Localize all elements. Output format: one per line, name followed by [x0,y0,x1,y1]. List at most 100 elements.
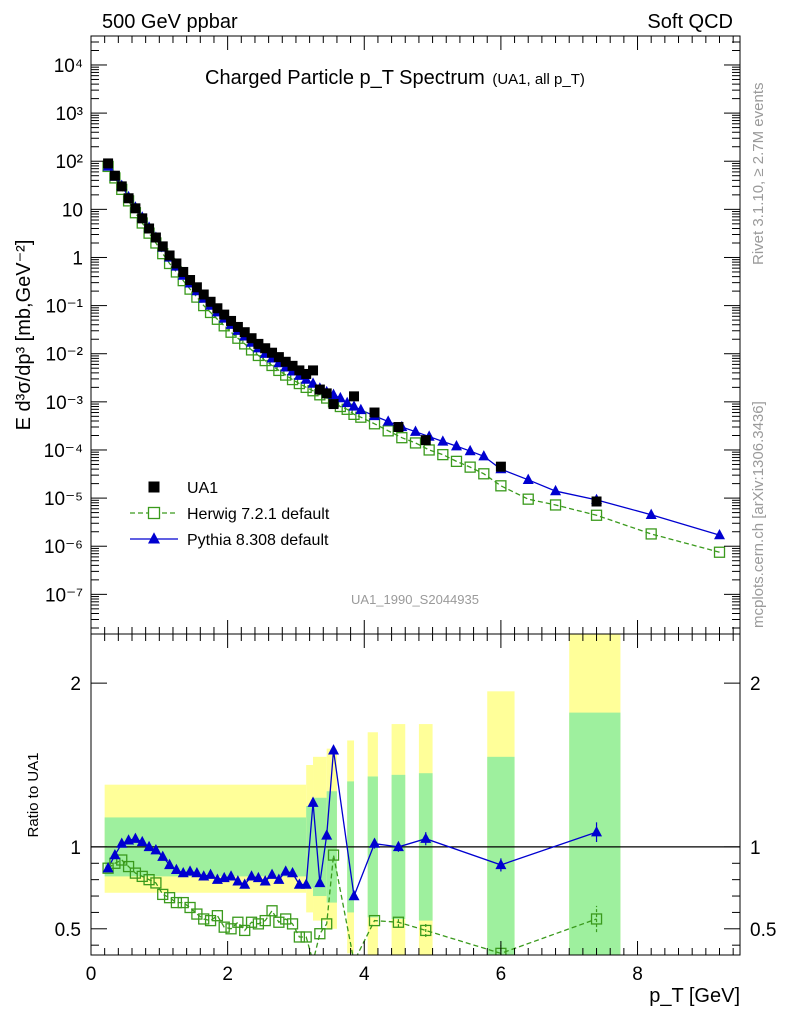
pythia-point [348,400,360,411]
herwig-point [396,432,408,444]
pythia-point [464,444,476,456]
ua1-point [308,365,319,376]
ua1-point [267,347,278,358]
pythia-ratio-point [420,832,432,843]
herwig-ratio-line [107,854,597,955]
pythia-point [355,403,367,415]
ua1-point [144,223,155,234]
herwig-point [590,509,603,521]
main-ylabel: E d³σ/dp³ [mb,GeV⁻²] [13,240,35,431]
ua1-point [273,352,284,363]
ua1-point [116,181,127,192]
legend-ua1-marker [148,481,160,493]
pythia-ratio-point [143,840,155,852]
herwig-ratio-point [273,916,285,928]
ratio-x-tick-label: 2 [222,964,233,985]
pythia-ratio-point [170,863,182,874]
pythia-ratio-point [495,858,507,870]
ratio-x-tick-label: 0 [86,964,97,985]
ua1-point [226,315,237,326]
main-y-tick-label: 10⁻⁶ [44,537,83,558]
pythia-ratio-point [369,837,381,848]
pythia-ratio-point [307,796,319,807]
pythia-ratio-point [239,878,251,889]
herwig-ratio-point [122,860,135,873]
pythia-point [714,528,726,540]
pythia-ratio-point [348,889,360,901]
pythia-ratio-point [328,744,340,755]
herwig-ratio-point [293,931,306,943]
ua1-point [260,343,271,354]
ratio-x-tick-label: 6 [496,964,507,985]
pythia-ratio-point [150,844,162,855]
ua1-point [393,422,404,433]
ua1-point [349,391,360,402]
herwig-ratio-point [349,957,359,967]
pythia-ratio-point [102,862,114,873]
pythia-ratio-point [259,875,271,886]
main-y-tick-label: 10⁻⁵ [44,489,83,510]
ratio-y-tick-label-right: 2 [750,674,761,695]
herwig-ratio-point [314,928,326,940]
herwig-ratio-point [232,916,244,928]
header-left: 500 GeV ppbar [102,11,238,33]
ua1-point [178,266,189,277]
main-axes: 10⁻⁷ 10⁻⁶ 10⁻⁵ 10⁻⁴ 10⁻³ 10⁻² 10⁻¹ 1 10 10² 10³ 10⁴ [44,35,740,634]
legend-herwig-marker [147,506,161,520]
pythia-point [478,450,490,461]
herwig-ratio-point [198,913,210,925]
ua1-point [103,158,114,169]
pythia-ratio-point [287,866,299,878]
pythia-ratio-point [280,865,292,876]
herwig-ratio-point [308,957,318,967]
herwig-ratio-point [136,870,148,883]
herwig-ratio-point [245,916,258,928]
main-plot-area [102,158,726,558]
herwig-point [713,546,726,558]
ua1-point [239,327,250,338]
ua1-point [420,435,431,446]
pythia-ratio-point [232,875,244,886]
herwig-ratio-point [150,877,162,889]
pythia-ratio-point [314,876,326,888]
main-title: Charged Particle p_T Spectrum (UA1, all … [205,67,585,89]
herwig-ratio-point [116,854,128,866]
ua1-point [369,407,380,418]
ua1-point [205,296,216,307]
pythia-point [382,415,394,426]
pythia-ratio-point [164,858,176,870]
herwig-point [464,461,476,473]
herwig-ratio-point [286,918,299,930]
ua1-point [301,368,312,379]
pythia-ratio-point [273,873,285,884]
pythia-ratio-point [116,837,128,848]
herwig-point [478,468,490,480]
main-y-tick-label: 10⁻³ [46,393,84,414]
ua1-point [495,461,506,472]
ua1-point [321,388,332,399]
ua1-point [137,213,148,224]
band-inner [487,756,515,955]
ratio-xlabel: p_T [GeV] [649,985,740,1007]
herwig-ratio-point [252,918,265,930]
ua1-point [246,333,257,344]
herwig-point [645,528,657,540]
ratio-y-tick-label-right: 1 [750,838,761,859]
main-y-tick-label: 10 [62,200,83,221]
herwig-ratio-point [157,888,169,901]
ua1-point [328,399,339,410]
main-y-tick-label: 10² [56,152,83,173]
herwig-point [437,448,449,461]
herwig-ratio-point [266,905,278,917]
ua1-point [109,170,120,181]
ua1-point [314,384,325,395]
ua1-point [253,338,264,349]
ua1-point [157,241,168,252]
herwig-point [409,437,422,449]
ratio-y-tick-label: 0.5 [55,920,81,941]
pythia-point [341,396,353,408]
ua1-point [191,282,202,293]
main-y-tick-label: 1 [72,248,83,269]
pythia-point [450,440,462,451]
